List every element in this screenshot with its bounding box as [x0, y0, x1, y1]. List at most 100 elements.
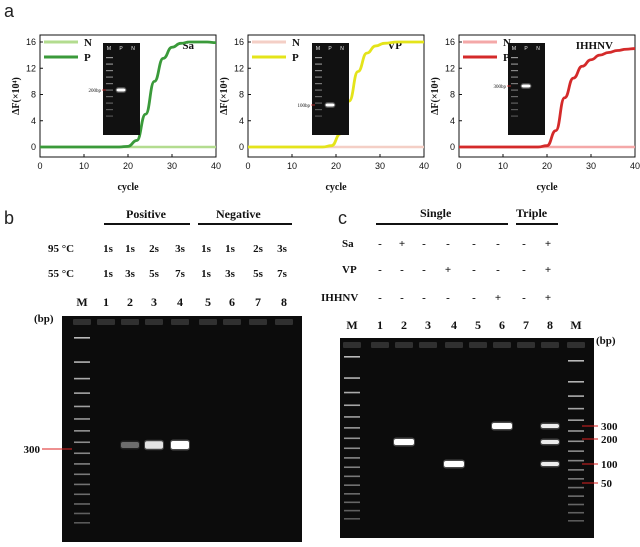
- x-axis-label: cycle: [117, 182, 139, 193]
- gel-b-row2-value: 7s: [175, 268, 186, 280]
- gel-b-ladder-band: [74, 452, 90, 455]
- gel-c-ladder-right-band: [568, 450, 584, 452]
- gel-c-sign: +: [545, 264, 551, 276]
- gel-b-ladder-band: [74, 473, 90, 476]
- gel-c-lane-label: 7: [523, 318, 529, 332]
- gel-c-ladder-left-band: [344, 466, 360, 469]
- gel-b-well: [199, 319, 217, 325]
- gel-c-ladder-left-band: [344, 475, 360, 478]
- x-tick-label: 30: [167, 161, 177, 171]
- gel-c-well: [445, 342, 463, 348]
- inset-ladder-band: [315, 115, 322, 117]
- y-tick-label: 0: [31, 142, 36, 152]
- gel-b-band: [121, 441, 139, 449]
- gel-c-ladder-right-band: [568, 511, 584, 514]
- gel-b-lane-label: M: [76, 295, 87, 309]
- series-p-line: [458, 47, 636, 149]
- gel-b-row1-value: 1s: [201, 243, 212, 255]
- y-tick-label: 4: [31, 116, 36, 126]
- gel-c-ladder-left-band: [344, 518, 360, 520]
- gel-c-sign: -: [422, 238, 426, 250]
- gel-b-ladder-band: [74, 503, 90, 505]
- gel-c-row-label: Sa: [342, 238, 354, 250]
- gel-b-band-glow: [120, 440, 140, 450]
- x-tick-label: 30: [586, 161, 596, 171]
- gel-c-ladder-right-band: [568, 459, 584, 462]
- gel-c-ladder-right-band: [568, 486, 584, 489]
- legend-n-label: N: [292, 37, 300, 49]
- gel-c-ladder-right-band: [568, 430, 584, 432]
- y-axis-label: ΔF(×10⁴): [219, 77, 230, 115]
- y-tick-label: 16: [445, 37, 455, 47]
- gel-b-ladder-band: [74, 337, 90, 339]
- inset-ladder-band: [511, 70, 518, 72]
- gel-c-ladder-left-band: [344, 377, 360, 379]
- inset-ladder-band: [511, 102, 518, 104]
- gel-c-well: [343, 342, 361, 348]
- gel-c-marker-label: 200: [601, 434, 618, 446]
- gel-c-sign: -: [496, 238, 500, 250]
- gel-b-ladder-band: [74, 377, 90, 380]
- inset-ladder-band: [315, 109, 322, 111]
- gel-c-ladder-right-band: [568, 419, 584, 421]
- inset-product-band: [116, 88, 126, 92]
- inset-ladder-band: [511, 109, 518, 111]
- gel-c-sign: -: [446, 292, 450, 304]
- y-tick-label: 12: [26, 63, 36, 73]
- inset-ladder-band: [511, 83, 518, 85]
- gel-b-row1-value: 1s: [125, 243, 136, 255]
- gel-c-sign: -: [422, 264, 426, 276]
- inset-ladder-band: [106, 115, 113, 117]
- gel-c-bp-unit: (bp): [596, 335, 616, 347]
- y-tick-label: 0: [450, 142, 455, 152]
- gel-b-lane-label: 2: [127, 295, 133, 309]
- gel-b-row2-value: 1s: [103, 268, 114, 280]
- gel-b-well: [223, 319, 241, 325]
- gel-b-lane-label: 4: [177, 295, 183, 309]
- gel-b-lane-label: 1: [103, 295, 109, 309]
- gel-c-ladder-right-band: [568, 520, 584, 522]
- gel-c-ladder-left-band: [344, 493, 360, 495]
- gel-c-row-label: IHHNV: [321, 292, 358, 304]
- x-tick-label: 40: [419, 161, 429, 171]
- series-p-line: [39, 40, 217, 149]
- inset-size-label: 100bp: [298, 104, 311, 109]
- inset-size-label: 300bp: [494, 85, 507, 90]
- gel-b-ladder-band: [74, 493, 90, 496]
- gel-b-row2-value: 5s: [253, 268, 264, 280]
- x-tick-label: 10: [79, 161, 89, 171]
- inset-ladder-band: [511, 115, 518, 117]
- y-tick-label: 8: [450, 90, 455, 100]
- gel-b-ladder-band: [74, 512, 90, 515]
- gel-b-ladder-band: [74, 405, 90, 408]
- gel-b-marker-300: 300: [24, 444, 41, 456]
- legend-p-label: P: [292, 52, 299, 64]
- gel-c-band-sa: [394, 439, 414, 445]
- gel-b-ladder-band: [74, 392, 90, 394]
- gel-b-lane-label: 7: [255, 295, 261, 309]
- inset-lane-label: P: [524, 46, 528, 52]
- x-tick-label: 30: [375, 161, 385, 171]
- gel-b-well: [249, 319, 267, 325]
- gel-c-ladder-left-band: [344, 356, 360, 358]
- gel-c-sign: -: [378, 264, 382, 276]
- x-axis-label: cycle: [536, 182, 558, 193]
- gel-c-well: [469, 342, 487, 348]
- inset-ladder-band: [106, 76, 113, 78]
- gel-c-ladder-left-band: [344, 457, 360, 459]
- gel-c-ladder-right-band: [568, 478, 584, 480]
- gel-c-sign: +: [445, 264, 451, 276]
- gel-c-sign: -: [472, 264, 476, 276]
- inset-ladder-band: [106, 63, 113, 65]
- inset-ladder-band: [315, 96, 322, 98]
- gel-c-ladder-right-band: [568, 395, 584, 397]
- y-tick-label: 0: [239, 142, 244, 152]
- y-tick-label: 8: [31, 90, 36, 100]
- legend-p-label: P: [503, 52, 510, 64]
- gel-b-well: [73, 319, 91, 325]
- gel-c-sign: +: [545, 292, 551, 304]
- inset-ladder-band: [315, 70, 322, 72]
- y-axis-label: ΔF(×10⁴): [11, 77, 22, 115]
